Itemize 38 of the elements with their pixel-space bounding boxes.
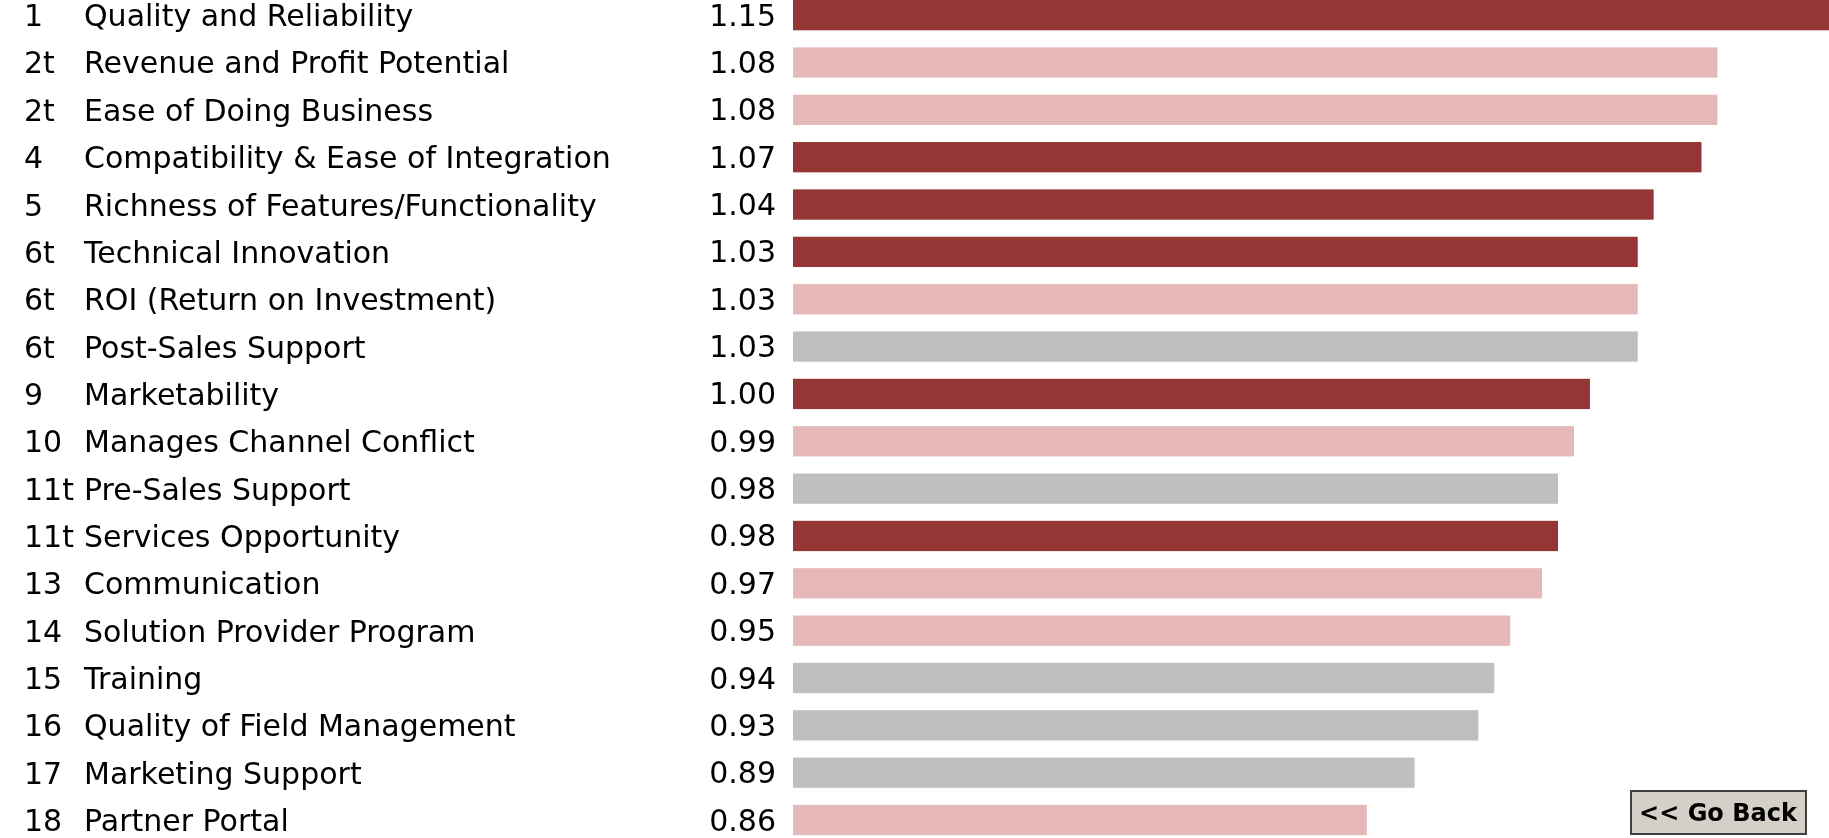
category-label: 5 Richness of Features/Functionality bbox=[24, 187, 597, 223]
y-tick-label: 2t Ease of Doing Business bbox=[24, 92, 434, 128]
category-label: 1 Quality and Reliability bbox=[24, 0, 414, 33]
data-label: 0.95 bbox=[709, 613, 776, 649]
y-tick-label: 16 Quality of Field Management bbox=[24, 707, 516, 743]
data-label: 0.89 bbox=[709, 755, 776, 791]
y-tick-label: 11t Pre-Sales Support bbox=[24, 471, 351, 507]
data-label: 0.98 bbox=[709, 471, 776, 507]
data-label: 0.99 bbox=[709, 423, 776, 459]
data-label: 1.15 bbox=[709, 0, 776, 33]
y-tick-label: 17 Marketing Support bbox=[24, 755, 362, 791]
annotation: << Go Back bbox=[1639, 799, 1798, 827]
y-tick-label: 14 Solution Provider Program bbox=[24, 613, 476, 649]
data-label: 1.00 bbox=[709, 376, 776, 412]
y-tick-label: 13 Communication bbox=[24, 565, 321, 601]
data-label: 1.04 bbox=[709, 187, 776, 223]
y-tick-label: 18 Partner Portal bbox=[24, 802, 289, 838]
data-label: 0.93 bbox=[709, 707, 776, 743]
y-tick-label: 6t Post-Sales Support bbox=[24, 329, 366, 365]
data-label: 0.86 bbox=[709, 802, 776, 838]
y-tick-label: 2t Revenue and Profit Potential bbox=[24, 45, 510, 80]
data-label: 1.07 bbox=[709, 139, 776, 175]
data-label: 1.08 bbox=[709, 45, 776, 80]
data-label: 0.94 bbox=[709, 660, 776, 696]
y-tick-label: 11t Services Opportunity bbox=[24, 518, 401, 554]
data-label: 1.03 bbox=[709, 281, 776, 317]
y-tick-label: 10 Manages Channel Conflict bbox=[24, 423, 476, 459]
go-back-button: << Go Back bbox=[1630, 790, 1807, 835]
y-tick-label: 6t Technical Innovation bbox=[24, 234, 391, 270]
data-label: 1.03 bbox=[709, 329, 776, 365]
data-label: 0.97 bbox=[709, 565, 776, 601]
data-label: 0.98 bbox=[709, 518, 776, 554]
category-label: 9 Marketability bbox=[24, 376, 280, 412]
category-label: 4 Compatibility & Ease of Integration bbox=[24, 139, 611, 175]
y-tick-label: 15 Training bbox=[24, 660, 203, 696]
data-label: 1.03 bbox=[709, 234, 776, 270]
y-tick-label: 6t ROI (Return on Investment) bbox=[24, 281, 497, 317]
data-label: 1.08 bbox=[709, 92, 776, 128]
